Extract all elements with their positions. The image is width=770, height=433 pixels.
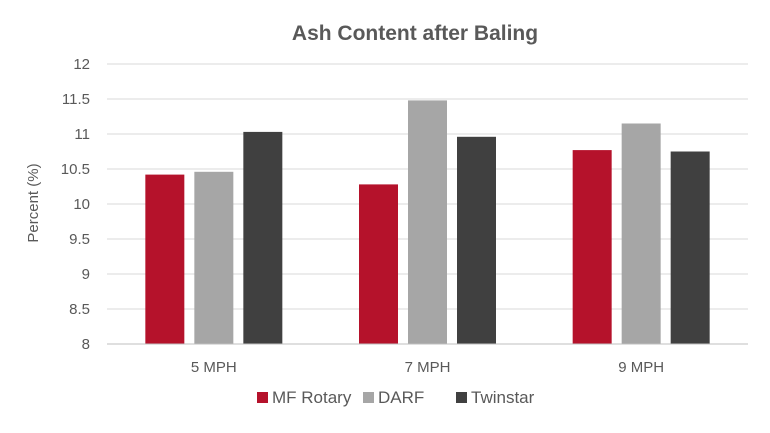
y-axis-label: Percent (%): [25, 163, 42, 242]
y-tick-label: 8.5: [69, 301, 90, 318]
y-tick-label: 11: [74, 126, 90, 143]
bar: [621, 123, 661, 344]
x-axis-ticks: 5 MPH 7 MPH 9 MPH: [191, 359, 664, 376]
bar: [243, 131, 283, 344]
y-tick-label: 10: [73, 196, 90, 213]
legend: MF Rotary DARF Twinstar: [257, 388, 535, 407]
bar: [670, 151, 710, 344]
legend-label: MF Rotary: [272, 388, 352, 407]
bar: [572, 150, 612, 344]
y-tick-label: 12: [73, 56, 90, 73]
x-tick-label: 9 MPH: [618, 359, 664, 376]
legend-swatch: [363, 392, 374, 403]
bar: [359, 184, 398, 344]
legend-swatch: [456, 392, 467, 403]
y-tick-label: 8: [82, 336, 90, 353]
y-tick-label: 9: [82, 266, 90, 283]
bar: [145, 174, 185, 344]
legend-swatch: [257, 392, 268, 403]
x-tick-label: 7 MPH: [405, 359, 451, 376]
y-axis-ticks: 8 8.5 9 9.5 10 10.5 11 11.5 12: [61, 56, 90, 353]
bar: [194, 171, 234, 344]
bar: [457, 136, 496, 344]
y-tick-label: 10.5: [61, 161, 90, 178]
bars: [145, 100, 710, 345]
legend-label: DARF: [378, 388, 424, 407]
x-tick-label: 5 MPH: [191, 359, 237, 376]
y-tick-label: 9.5: [69, 231, 90, 248]
y-tick-label: 11.5: [62, 91, 90, 108]
chart-title: Ash Content after Baling: [292, 22, 538, 45]
legend-label: Twinstar: [471, 388, 535, 407]
bar: [408, 100, 447, 345]
